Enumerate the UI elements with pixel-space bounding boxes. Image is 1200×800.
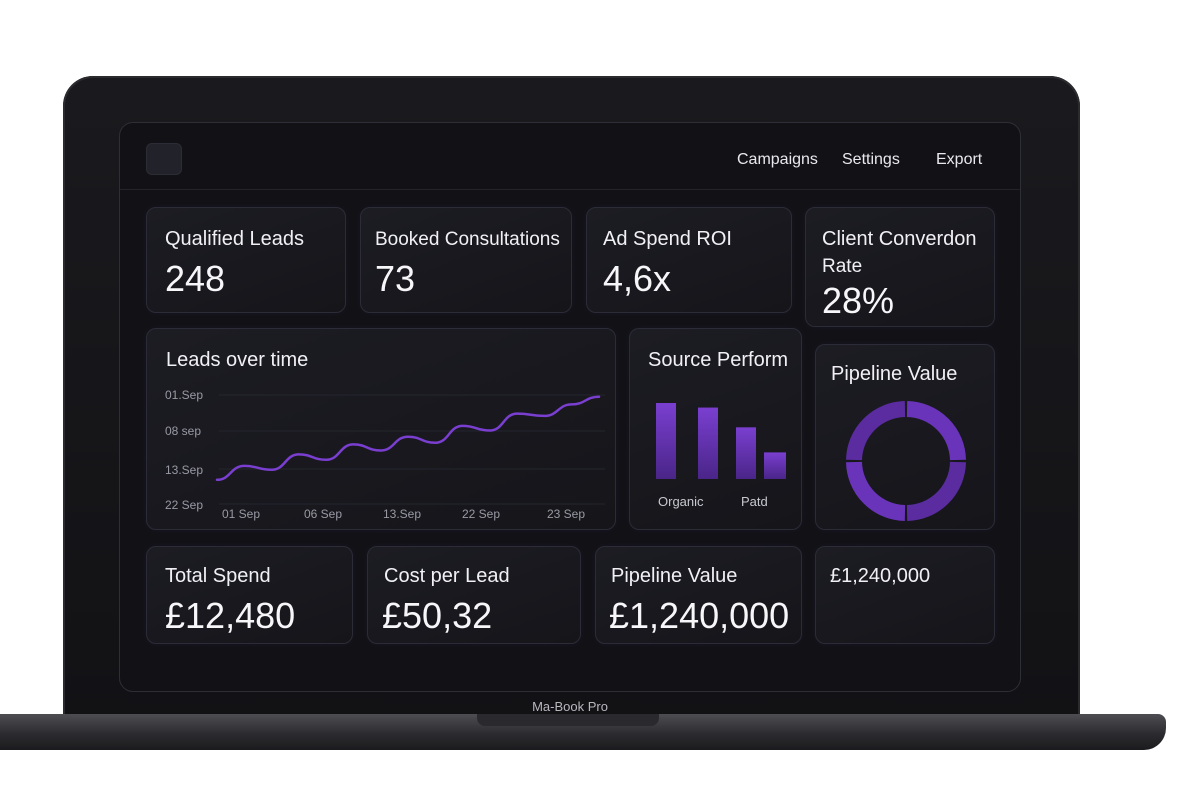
chart-title: Leads over time [166,349,309,371]
card-label: Cost per Lead [384,565,510,587]
kpi-card-qualified-leads[interactable]: Qualified Leads 248 [146,207,346,313]
card-value-small: £1,240,000 [830,565,931,587]
card-value: £12,480 [165,595,296,636]
card-total-spend[interactable]: Total Spend £12,480 [146,546,353,644]
y-tick-label: 01.Sep [165,388,203,402]
card-cost-per-lead[interactable]: Cost per Lead £50,32 [367,546,581,644]
source-bar [764,452,786,479]
kpi-label: Client Converdon [822,228,977,250]
card-pipeline-value[interactable]: Pipeline Value £1,240,000 [595,546,802,644]
laptop-notch [477,714,659,726]
x-tick-label: 13.Sep [383,507,421,521]
kpi-value: 248 [165,258,226,299]
kpi-card-booked-consultations[interactable]: Booked Consultations 73 [360,207,572,313]
kpi-value: 73 [375,258,416,299]
x-tick-label: 01 Sep [222,507,260,521]
y-tick-label: 22 Sep [165,498,203,512]
card-label: Pipeline Value [611,565,738,587]
donut-slice [906,461,966,521]
pipeline-donut [846,401,966,521]
leads-chart: 01.Sep 08 sep 13.Sep 22 Sep 01 Sep 06 Se… [165,388,605,521]
kpi-label: Qualified Leads [165,228,304,250]
x-tick-label: 22 Sep [462,507,500,521]
card-pipeline-small[interactable]: £1,240,000 [815,546,995,644]
source-bar [656,403,676,479]
source-perform-card: Source Perform Organic Patd [629,328,802,530]
leads-chart-card: Leads over time 01.Sep 08 sep 13.Sep 22 … [146,328,616,530]
kpi-card-client-conversion[interactable]: Client Converdon Rate 28% [805,207,995,327]
source-bar [736,427,756,479]
y-tick-label: 13.Sep [165,463,203,477]
donut-slice [846,401,906,461]
kpi-value: 4,6x [603,258,672,299]
kpi-label: Booked Consultations [375,229,560,250]
y-tick-label: 08 sep [165,424,201,438]
bar-label-organic: Organic [658,494,704,509]
bar-label-paid: Patd [741,494,768,509]
top-bar: Campaigns Settings Export [120,123,1020,190]
kpi-label: Ad Spend ROI [603,228,732,250]
kpi-label-line2: Rate [822,256,863,277]
x-tick-label: 06 Sep [304,507,342,521]
nav-export[interactable]: Export [936,151,983,168]
nav-settings[interactable]: Settings [842,151,900,168]
donut-slice [906,401,966,461]
donut-slice [846,461,906,521]
source-bar [698,407,718,479]
x-tick-label: 23 Sep [547,507,585,521]
source-bar-chart: Organic Patd [656,403,786,509]
leads-series-line [215,395,601,482]
card-label: Total Spend [165,565,271,587]
kpi-card-ad-spend-roi[interactable]: Ad Spend ROI 4,6x [586,207,792,313]
pipeline-donut-card: Pipeline Value [815,344,995,530]
nav-campaigns[interactable]: Campaigns [737,151,818,168]
card-value: £1,240,000 [609,595,790,636]
logo[interactable] [146,143,182,175]
card-value: £50,32 [382,595,493,636]
chart-title: Source Perform [648,349,789,371]
chart-title: Pipeline Value [831,363,958,385]
laptop-brand-label: Ma-Book Pro [532,699,608,714]
kpi-value: 28% [822,280,895,321]
